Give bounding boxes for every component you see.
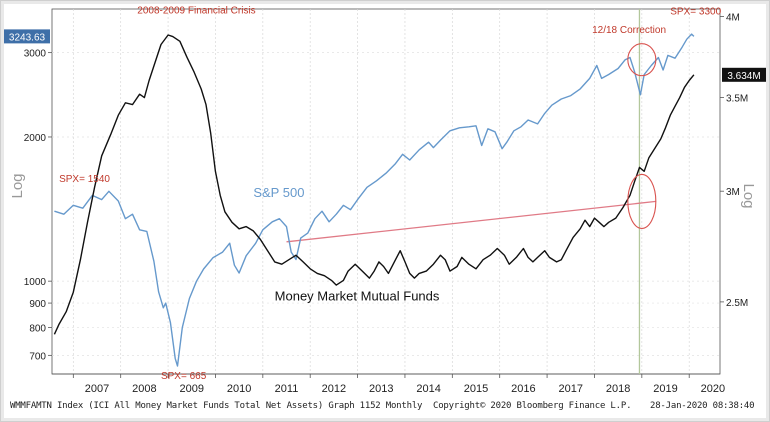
x-tick-label: 2010 [227,383,251,395]
y-left-tick-label: 700 [29,351,46,362]
y-left-tick-label: 2000 [24,133,47,144]
x-tick-label: 2015 [464,383,488,395]
x-tick-label: 2019 [653,383,677,395]
annotation-label: 12/18 Correction [592,25,666,36]
y-left-axis-label: Log [9,173,26,198]
x-tick-label: 2018 [606,383,630,395]
y-right-tick-label: 3M [726,187,740,198]
sp500-last-value-label: 3243.63 [9,32,46,43]
x-tick-label: 2016 [511,383,535,395]
plot-area [51,8,721,375]
y-right-tick-label: 3.5M [726,94,748,105]
y-right-axis-label: Log [740,183,757,208]
annotation-label: SPX= 1540 [59,174,110,185]
annotation-label: Money Market Mutual Funds [275,289,440,304]
x-tick-label: 2008 [132,383,156,395]
mmf-last-value-label: 3.634M [727,71,760,82]
footer-timestamp: 28-Jan-2020 08:38:40 [650,401,755,411]
x-tick-label: 2013 [369,383,393,395]
footer-index-description: WMMFAMTN Index (ICI All Money Market Fun… [10,401,423,411]
x-tick-label: 2012 [322,383,346,395]
x-tick-label: 2020 [701,383,725,395]
x-tick-label: 2014 [416,383,440,395]
x-tick-label: 2007 [85,383,109,395]
mmf-last-value-box [722,67,766,82]
y-right-tick-label: 4M [726,13,740,24]
y-left-tick-label: 900 [29,299,46,310]
y-left-tick-label: 3000 [24,49,47,60]
y-left-tick-label: 1000 [24,277,47,288]
annotation-label: SPX= 665 [161,371,207,382]
annotation-label: SPX= 3300 [670,7,721,18]
highlight-ellipse [627,43,657,77]
x-tick-label: 2009 [180,383,204,395]
sp500-last-value-box [4,29,50,44]
highlight-ellipse [627,173,657,229]
money-market-funds-line [53,34,695,335]
annotation-label: S&P 500 [253,185,304,200]
x-tick-label: 2017 [559,383,583,395]
y-right-tick-label: 2.5M [726,298,748,309]
sp500-line [54,33,695,367]
y-left-tick-label: 800 [29,324,46,335]
trendline [286,200,657,243]
x-tick-label: 2011 [275,383,299,395]
footer-copyright: Copyright© 2020 Bloomberg Finance L.P. [433,401,632,411]
annotation-label: 2008-2009 Financial Crisis [137,6,255,17]
